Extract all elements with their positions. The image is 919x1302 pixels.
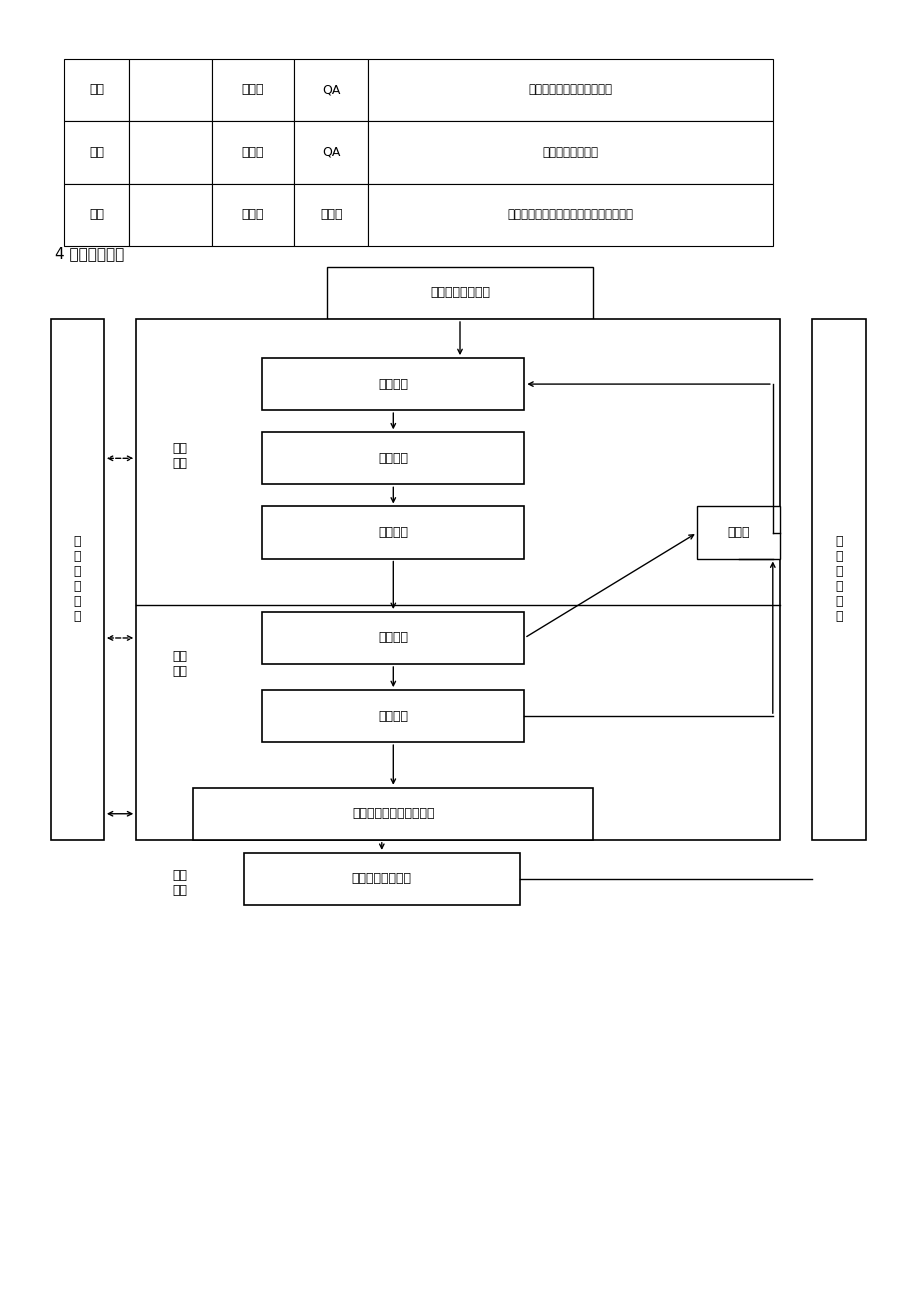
Bar [262,612,524,664]
Text: 供货历史的评估。: 供货历史的评估。 [542,146,597,159]
Bar [193,788,593,840]
Bar [64,59,129,121]
Bar [211,184,294,246]
Text: 风险
回忆: 风险 回忆 [172,868,187,897]
Text: QA: QA [322,146,340,159]
Text: 风险分析: 风险分析 [378,452,408,465]
Text: 风
险
管
理
工
具: 风 险 管 理 工 具 [834,535,842,624]
Text: 采购员: 采购员 [320,208,342,221]
Bar [136,319,779,840]
Bar [697,506,779,559]
Text: 与供给商联系，为质量部评估提供保障。: 与供给商联系，为质量部评估提供保障。 [507,208,632,221]
Bar [262,506,524,559]
Text: 回忆风险管理过程: 回忆风险管理过程 [351,872,412,885]
Text: 风险识别: 风险识别 [378,378,408,391]
Bar [129,59,211,121]
Bar [64,121,129,184]
Text: 组员: 组员 [89,208,104,221]
Text: 不承受: 不承受 [727,526,749,539]
Text: 启动质量风险管理: 启动质量风险管理 [429,286,490,299]
Text: 供给商有效资质的评估。。: 供给商有效资质的评估。。 [528,83,612,96]
Bar [64,184,129,246]
Text: 承受风险: 承受风险 [378,710,408,723]
Text: 质量风险管理过程的结果: 质量风险管理过程的结果 [352,807,434,820]
Bar [294,59,368,121]
Text: 供销部: 供销部 [242,208,264,221]
Text: 风
险
信
息
沟
通: 风 险 信 息 沟 通 [74,535,81,624]
Text: 质量部: 质量部 [242,146,264,159]
Bar [294,184,368,246]
Bar [211,121,294,184]
Bar [262,690,524,742]
Bar [51,319,104,840]
Bar [811,319,865,840]
Bar [211,59,294,121]
Text: 4 风险评估程序: 4 风险评估程序 [55,246,124,262]
Text: 风险评价: 风险评价 [378,526,408,539]
Bar [129,184,211,246]
Text: 质量部: 质量部 [242,83,264,96]
Bar [294,121,368,184]
Bar [368,184,772,246]
Bar [129,121,211,184]
Bar [262,358,524,410]
Text: 风险降低: 风险降低 [378,631,408,644]
Bar [368,121,772,184]
Bar [244,853,519,905]
Text: 组员: 组员 [89,146,104,159]
Bar [368,59,772,121]
Text: 组员: 组员 [89,83,104,96]
Text: 风险
控制: 风险 控制 [172,650,187,678]
Text: QA: QA [322,83,340,96]
Text: 风险
评估: 风险 评估 [172,441,187,470]
Bar [262,432,524,484]
Bar [326,267,593,319]
